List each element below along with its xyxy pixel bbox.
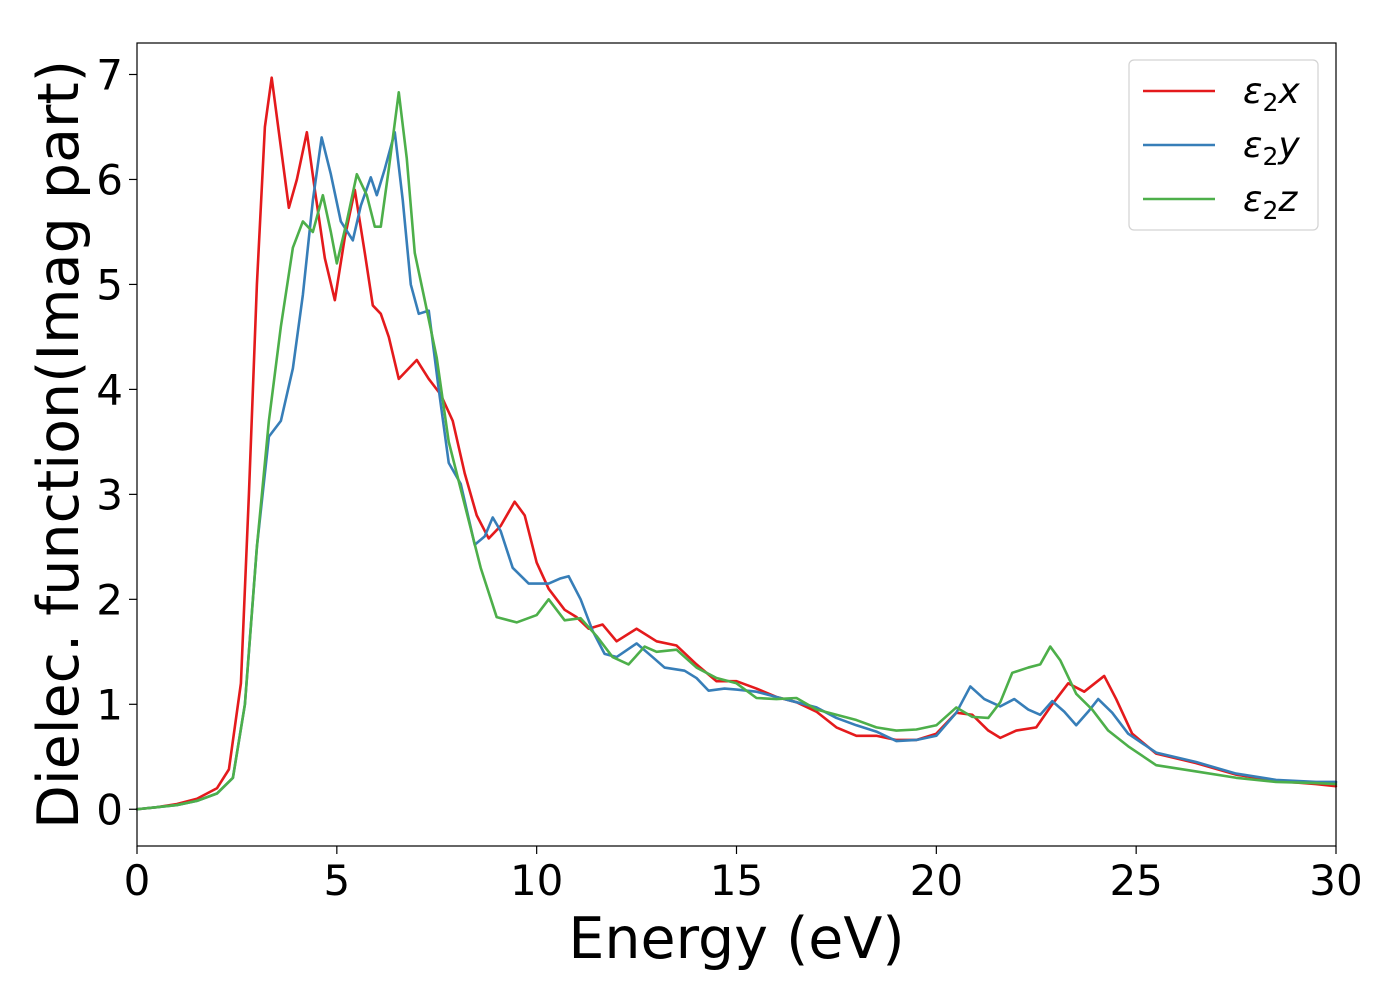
- legend-label-z: ε2z: [1243, 179, 1298, 225]
- legend-box: [1128, 59, 1319, 231]
- x-tick-label: 20: [910, 856, 963, 905]
- y-tick-label: 6: [96, 155, 123, 204]
- y-tick-label: 2: [96, 575, 123, 624]
- y-tick-label: 0: [96, 785, 123, 834]
- y-tick-label: 7: [96, 50, 123, 99]
- legend-label-y: ε2y: [1243, 125, 1300, 171]
- y-tick-label: 3: [96, 470, 123, 519]
- x-tick-label: 25: [1109, 856, 1162, 905]
- series-line-z: [135, 91, 1338, 811]
- x-tick-label: 5: [323, 856, 350, 905]
- series-line-y: [135, 130, 1338, 811]
- y-tick-label: 5: [96, 260, 123, 309]
- y-axis-label: Dielec. function(Imag part): [26, 60, 92, 829]
- y-tick-label: 1: [96, 680, 123, 729]
- x-tick-label: 30: [1309, 856, 1362, 905]
- x-tick-label: 10: [510, 856, 563, 905]
- x-tick-label: 15: [710, 856, 763, 905]
- x-axis-label: Energy (eV): [568, 906, 904, 972]
- y-tick-label: 4: [96, 365, 123, 414]
- x-axis-ticks: 0 5 10 15 20 25 30: [124, 846, 1363, 905]
- y-axis-ticks: 0 1 2 3 4 5 6 7: [96, 50, 137, 834]
- legend-label-x: ε2x: [1243, 71, 1300, 117]
- legend: ε2x ε2y ε2z: [1128, 59, 1319, 231]
- series-layer: [135, 76, 1338, 811]
- x-tick-label: 0: [124, 856, 151, 905]
- series-line-x: [135, 76, 1338, 811]
